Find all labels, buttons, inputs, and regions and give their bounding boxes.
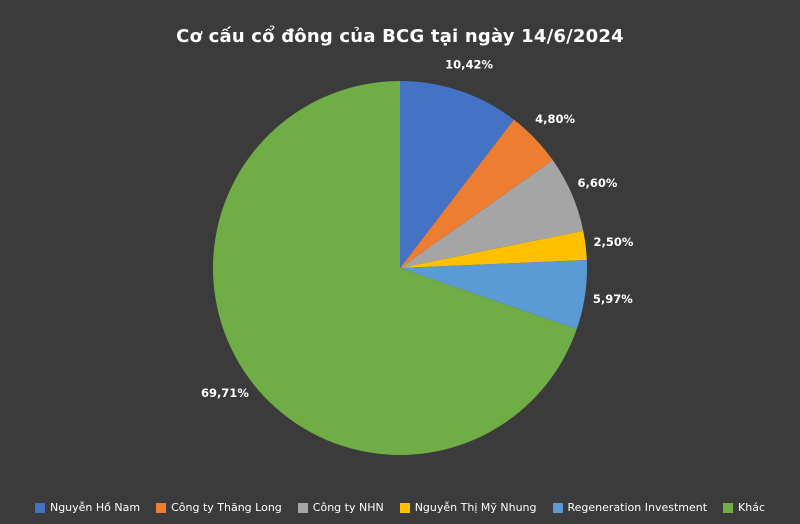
slice-value-label-3: 2,50%	[594, 235, 634, 249]
legend-swatch-icon	[399, 502, 410, 513]
legend-label: Công ty Thăng Long	[171, 501, 282, 514]
legend-label: Khác	[738, 501, 766, 514]
slice-value-label-1: 4,80%	[535, 112, 575, 126]
legend-swatch-icon	[723, 502, 734, 513]
slice-value-label-5: 69,71%	[201, 386, 249, 400]
legend-swatch-icon	[156, 502, 167, 513]
pie-slice-3[interactable]	[400, 230, 587, 268]
pie-slice-1[interactable]	[400, 119, 553, 268]
legend-item-2[interactable]: Công ty NHN	[297, 501, 384, 514]
legend-swatch-icon	[297, 502, 308, 513]
legend-item-4[interactable]: Regeneration Investment	[552, 501, 708, 514]
legend-item-5[interactable]: Khác	[723, 501, 765, 514]
pie-slice-2[interactable]	[400, 160, 584, 268]
slice-value-label-4: 5,97%	[593, 292, 633, 306]
legend-item-3[interactable]: Nguyễn Thị Mỹ Nhung	[399, 501, 537, 514]
legend-swatch-icon	[552, 502, 563, 513]
legend-item-1[interactable]: Công ty Thăng Long	[156, 501, 282, 514]
chart-title: Cơ cấu cổ đông của BCG tại ngày 14/6/202…	[176, 26, 624, 47]
legend-label: Regeneration Investment	[567, 501, 708, 514]
pie-slice-4[interactable]	[400, 260, 587, 330]
legend-swatch-icon	[34, 502, 45, 513]
legend-label: Nguyễn Thị Mỹ Nhung	[414, 501, 537, 514]
pie-slice-0[interactable]	[400, 81, 514, 268]
slice-value-label-2: 6,60%	[578, 176, 618, 190]
legend: Nguyễn Hồ Nam Công ty Thăng Long Công ty N…	[0, 501, 800, 514]
pie-slice-5[interactable]	[213, 81, 577, 455]
slice-value-label-0: 10,42%	[445, 57, 493, 71]
legend-item-0[interactable]: Nguyễn Hồ Nam	[34, 501, 141, 514]
legend-label: Công ty NHN	[312, 501, 384, 514]
legend-label: Nguyễn Hồ Nam	[49, 501, 141, 514]
